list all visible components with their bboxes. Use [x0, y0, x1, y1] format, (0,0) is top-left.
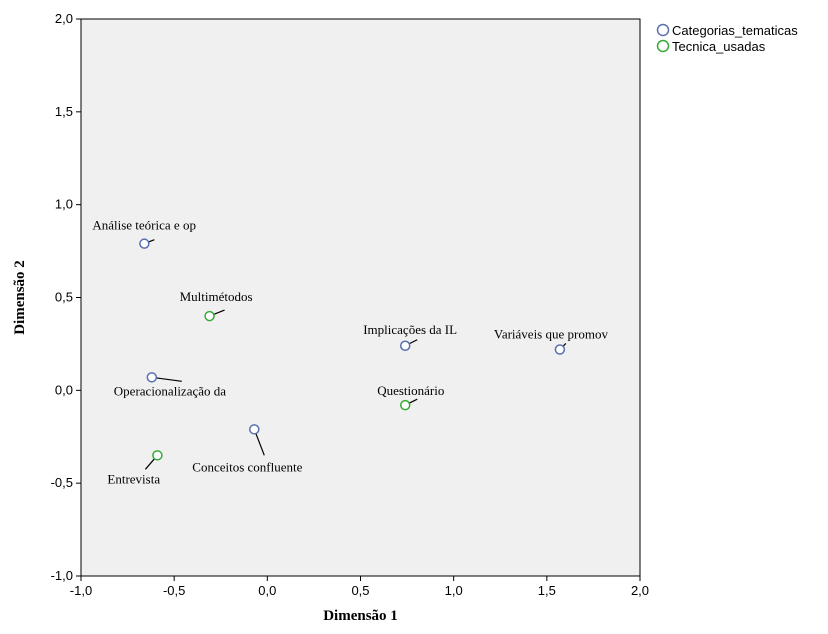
plot-area — [80, 18, 641, 577]
scatter-point — [399, 340, 411, 352]
y-tick-label: -1,0 — [51, 568, 73, 583]
y-tick-label: 2,0 — [55, 11, 73, 26]
x-tick-label: -1,0 — [70, 583, 92, 598]
legend-label: Tecnica_usadas — [672, 39, 766, 54]
point-label: Conceitos confluente — [192, 459, 302, 474]
x-axis-title: Dimensão 1 — [323, 608, 398, 624]
x-tick-label: 2,0 — [631, 583, 649, 598]
x-tick-label: 0,0 — [258, 583, 276, 598]
point-label: Implicações da IL — [363, 322, 457, 337]
y-tick-label: 0,0 — [55, 382, 73, 397]
y-tick-label: 1,5 — [55, 104, 73, 119]
point-labels: Análise teórica e op Operacionalização da… — [92, 218, 608, 487]
x-tick-label: 0,5 — [351, 583, 369, 598]
point-label: Multimétodos — [180, 289, 253, 304]
y-tick-label: 0,5 — [55, 290, 73, 305]
legend-marker — [656, 23, 670, 37]
scatter-point — [204, 310, 215, 322]
point-label: Análise teórica e op — [92, 218, 196, 233]
data-points — [139, 238, 566, 461]
x-tick-label: 1,0 — [445, 583, 463, 598]
y-axis-title: Dimensão 2 — [12, 260, 28, 335]
scatter-point — [139, 238, 150, 249]
scatter-point — [146, 372, 158, 383]
y-tick-label: -0,5 — [51, 475, 73, 490]
scatter-point — [554, 344, 566, 355]
x-tick-label: 1,5 — [538, 583, 556, 598]
x-tick-label: -0,5 — [163, 583, 185, 598]
axis-ticks: -1,0 -0,5 0,0 0,5 1,0 1,5 2,0 -1,0 -0,5 0,0 0,5 1,0… — [51, 11, 649, 598]
legend-label: Categorias_tematicas — [672, 23, 798, 38]
scatter-point — [249, 424, 260, 435]
point-label: Operacionalização da — [114, 383, 226, 398]
y-tick-label: 1,0 — [55, 197, 73, 212]
point-label: Entrevista — [107, 471, 160, 486]
scatter-point — [152, 450, 163, 461]
legend-marker — [656, 39, 670, 53]
point-label: Variáveis que promov — [494, 326, 609, 341]
scatter-point — [399, 399, 411, 411]
point-label: Questionário — [377, 383, 444, 398]
